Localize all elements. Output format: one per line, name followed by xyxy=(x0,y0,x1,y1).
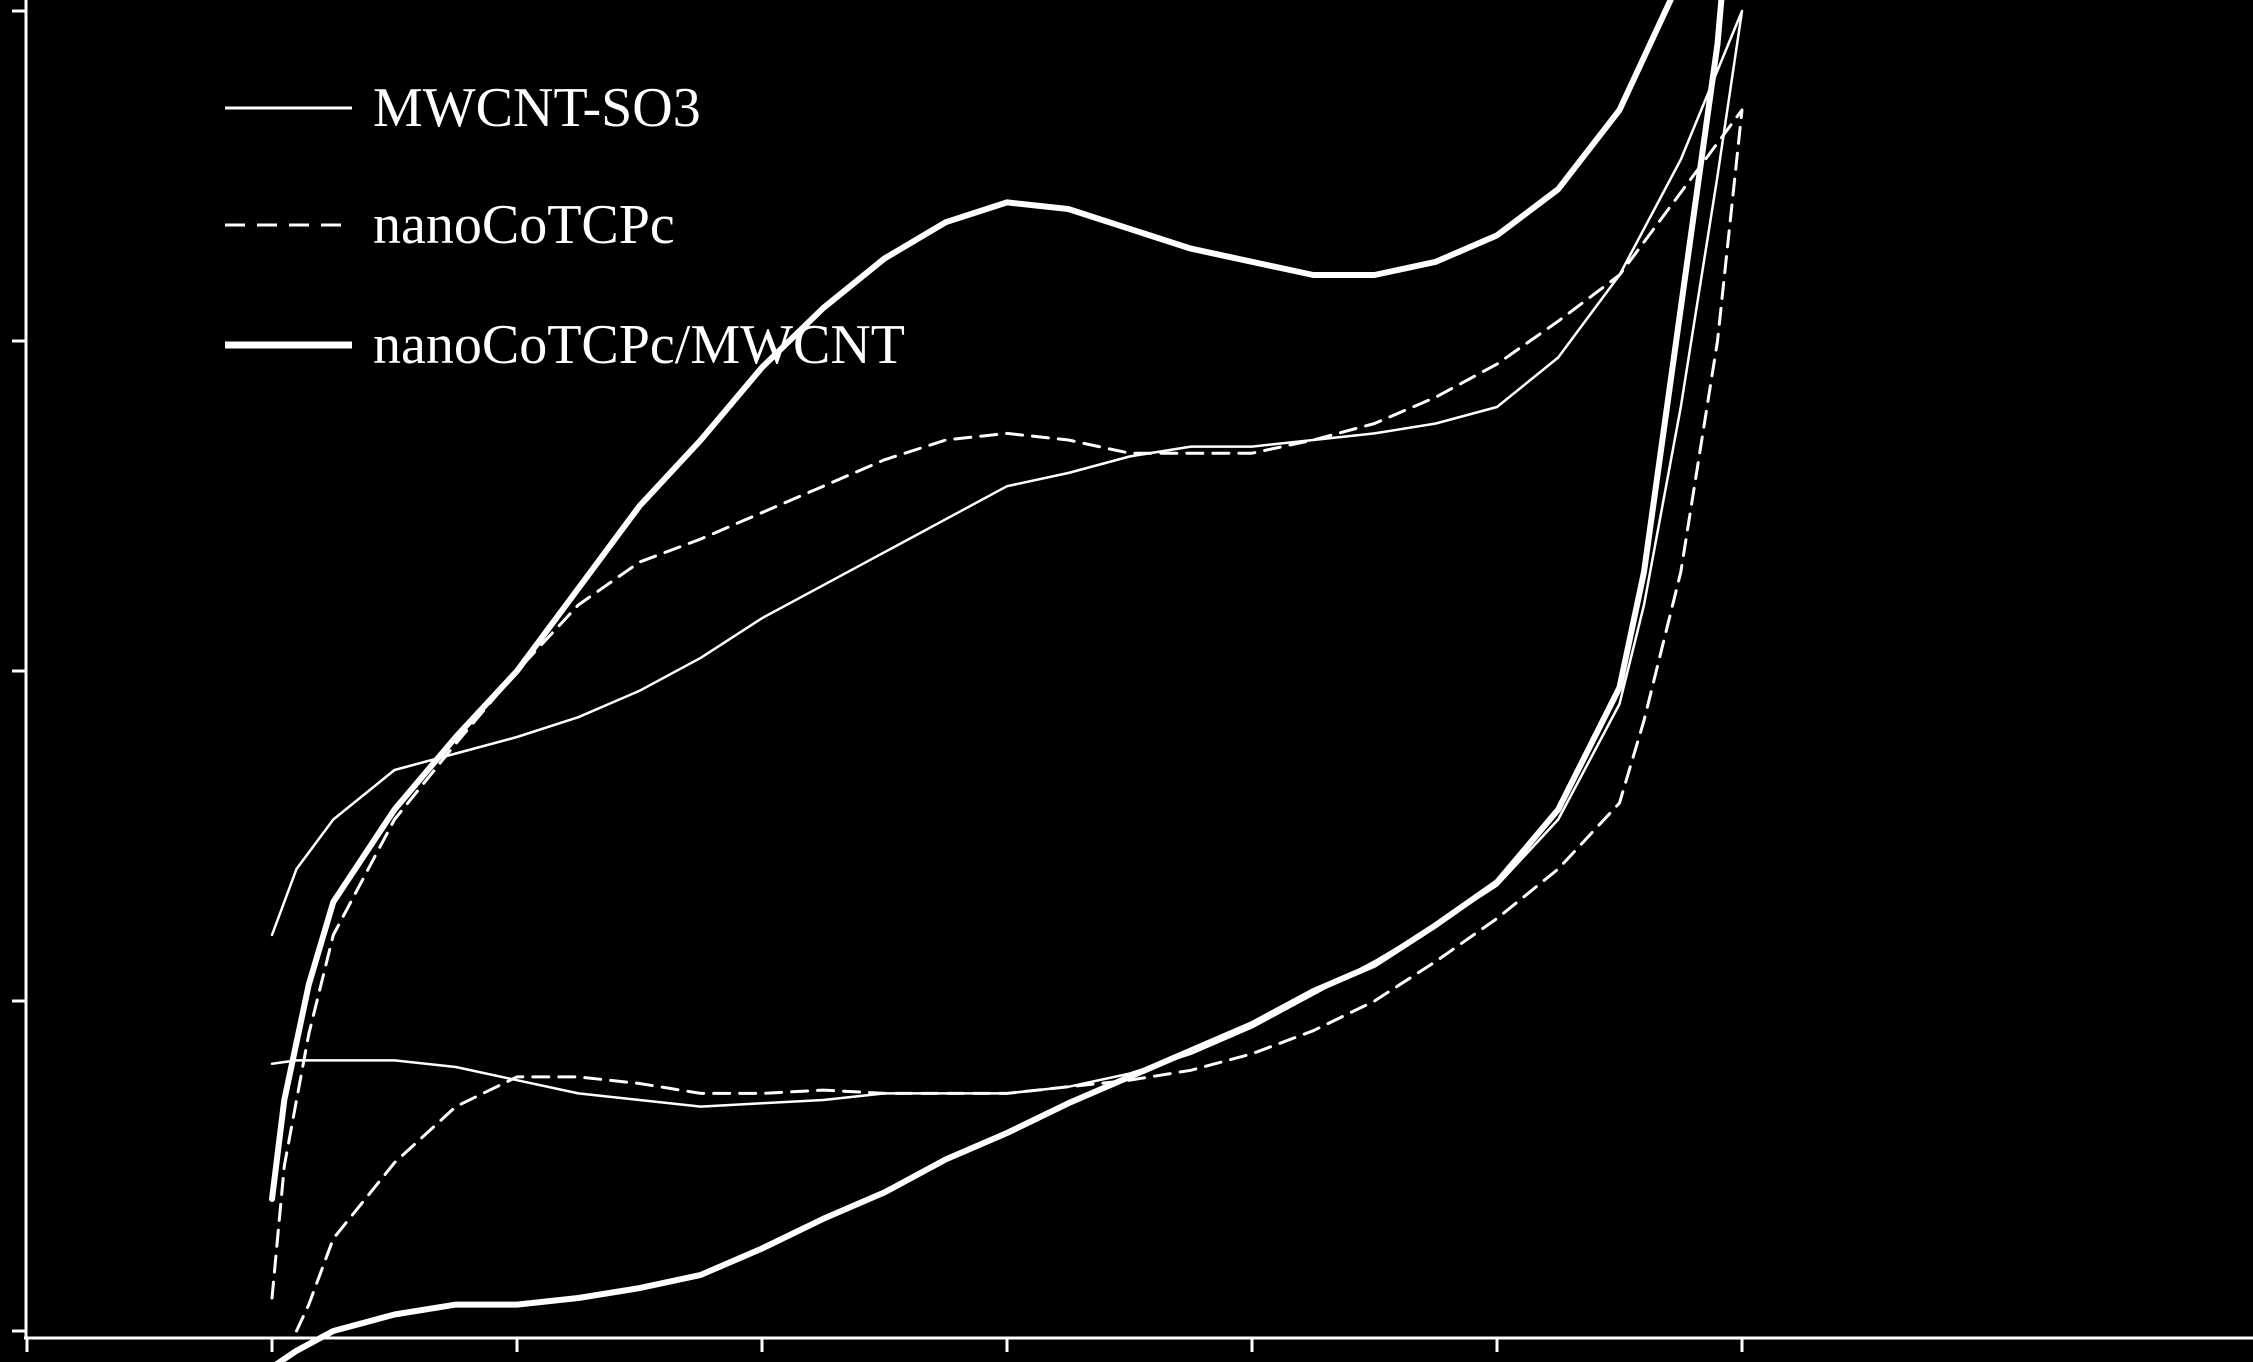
data-series xyxy=(269,0,1744,1362)
series-line-mwcnt-so3 xyxy=(270,9,1744,1108)
series-line-nanocotcpc-mwcnt xyxy=(269,0,1725,1362)
legend-label-mwcnt-so3: MWCNT-SO3 xyxy=(373,77,701,139)
series-line-nanocotcpc xyxy=(270,108,1744,1333)
legend-label-nanocotcpc-mwcnt: nanoCoTCPc/MWCNT xyxy=(373,314,905,376)
legend: MWCNT-SO3 nanoCoTCPc nanoCoTCPc/MWCNT xyxy=(225,77,905,376)
x-axis-ticks xyxy=(25,1338,1744,1352)
legend-label-nanocotcpc: nanoCoTCPc xyxy=(373,194,675,256)
y-axis-ticks xyxy=(12,9,26,1333)
